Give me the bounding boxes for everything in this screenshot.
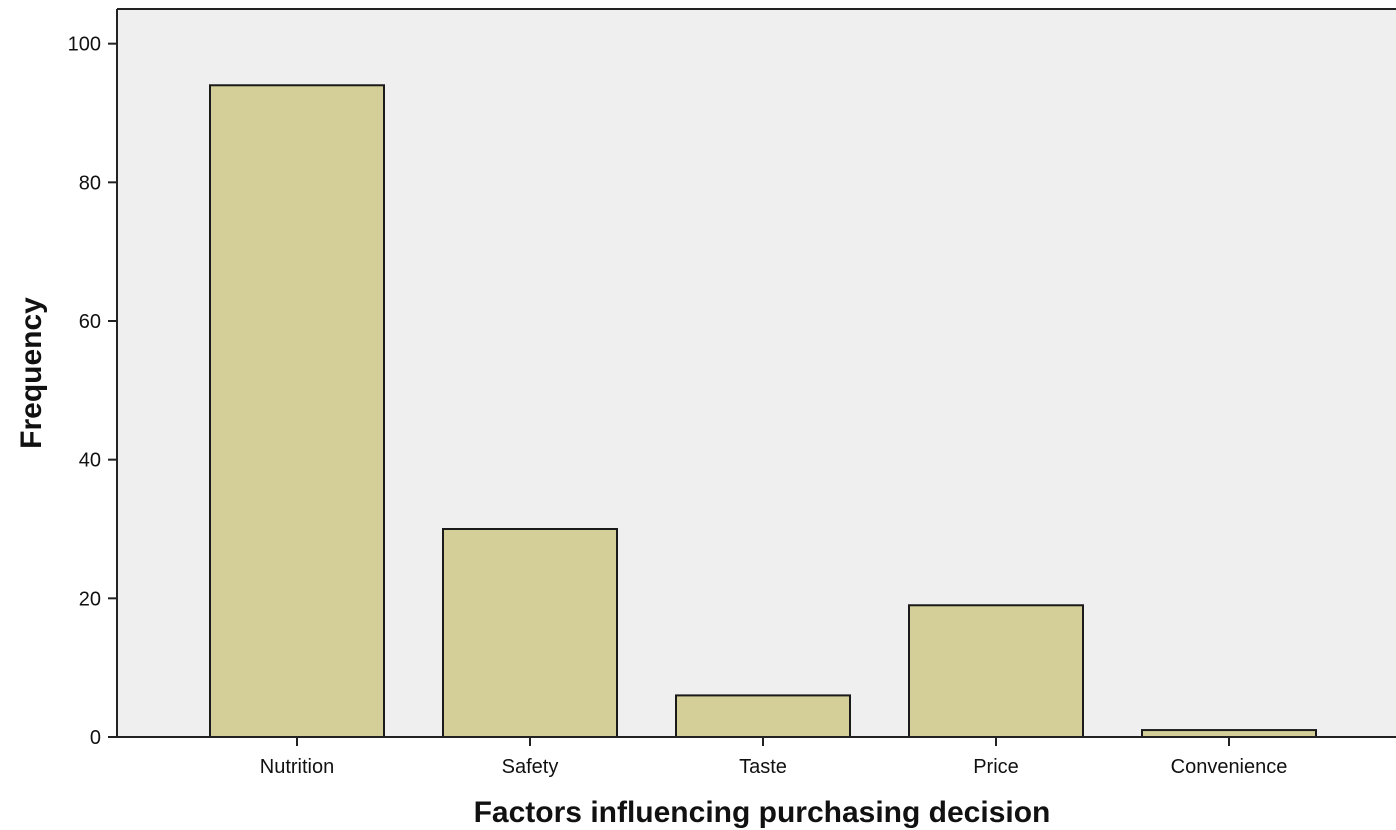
- x-tick-label: Safety: [502, 756, 559, 778]
- x-axis-title: Factors influencing purchasing decision: [474, 796, 1051, 829]
- y-axis-ticks: 0 20 40 60 80 100: [68, 34, 117, 749]
- bar-price: [908, 604, 1084, 738]
- bar-taste: [675, 694, 851, 739]
- x-tick-label: Price: [973, 756, 1019, 778]
- bar-nutrition: [209, 84, 385, 739]
- bars: Nutrition Safety Taste Price Convenience: [209, 84, 1317, 778]
- y-tick-label: 0: [90, 727, 101, 749]
- y-tick-label: 60: [79, 311, 101, 333]
- y-tick-label: 100: [68, 34, 101, 56]
- bar-safety: [442, 528, 618, 738]
- x-tick-label: Nutrition: [260, 756, 334, 778]
- y-axis-title: Frequency: [15, 297, 48, 449]
- y-tick-label: 80: [79, 172, 101, 194]
- y-tick-label: 20: [79, 588, 101, 610]
- x-tick-label: Taste: [739, 756, 787, 778]
- y-tick-label: 40: [79, 450, 101, 472]
- x-tick-label: Convenience: [1171, 756, 1288, 778]
- bar-convenience: [1141, 729, 1317, 738]
